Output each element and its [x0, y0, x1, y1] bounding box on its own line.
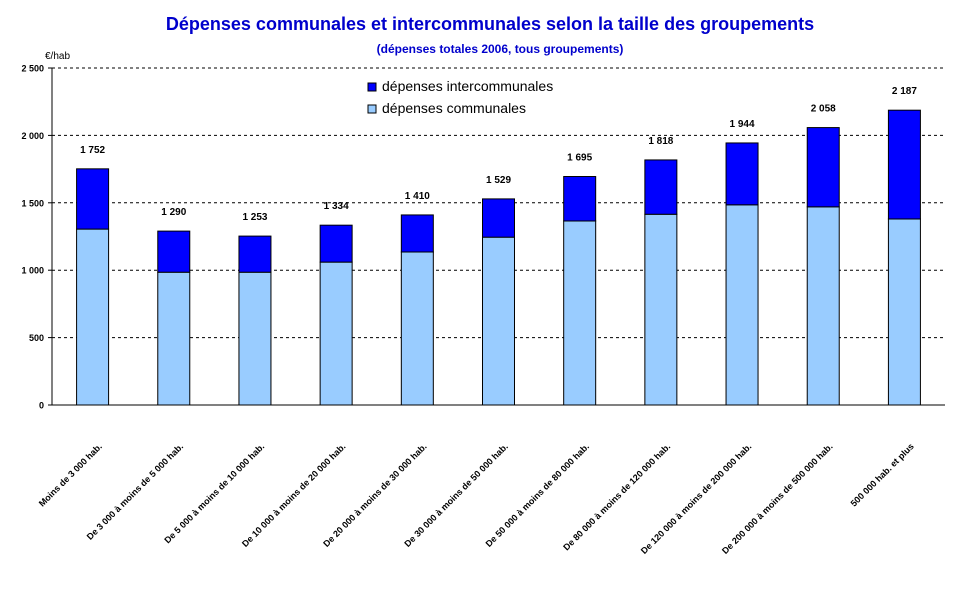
total-data-label: 1 944 [730, 119, 755, 130]
bar-communales [482, 236, 515, 406]
bars [76, 109, 921, 406]
bar-communales [806, 206, 840, 406]
y-tick-label: 2 000 [21, 131, 44, 141]
legend-label: dépenses intercommunales [382, 78, 553, 94]
y-tick-label: 1 000 [21, 266, 44, 276]
y-tick-label: 500 [29, 333, 44, 343]
bar-communales [319, 261, 353, 406]
bar-intercommunales [157, 230, 191, 273]
y-tick-label: 0 [39, 401, 44, 411]
legend-label: dépenses communales [382, 100, 526, 116]
bar-intercommunales [400, 214, 434, 253]
bar-intercommunales [238, 235, 272, 273]
total-data-label: 1 529 [486, 175, 511, 186]
bar-communales [644, 213, 678, 406]
bar-communales [238, 271, 272, 406]
total-data-label: 1 334 [324, 201, 349, 212]
total-data-label: 2 058 [811, 104, 836, 115]
legend-swatch [367, 104, 377, 114]
total-data-label: 1 410 [405, 191, 430, 202]
bar-communales [400, 251, 434, 406]
legend-swatch [367, 82, 377, 92]
chart-subtitle: (dépenses totales 2006, tous groupements… [377, 42, 624, 56]
bar-intercommunales [806, 127, 840, 208]
x-axis: Moins de 3 000 hab.De 3 000 à moins de 5… [37, 404, 945, 556]
bar-communales [563, 220, 597, 406]
y-axis: 0 500 1 000 1 500 2 000 2 500 [21, 64, 53, 411]
y-tick-label: 1 500 [21, 198, 44, 208]
y-axis-unit-label: €/hab [45, 51, 70, 62]
legend: dépenses intercommunales dépenses communa… [367, 78, 553, 116]
total-labels: 1 752 1 290 1 253 1 334 1 410 1 529 1 695 1 818… [80, 86, 917, 223]
chart-title: Dépenses communales et intercommunales s… [166, 14, 814, 34]
total-data-label: 1 253 [242, 212, 267, 223]
bar-intercommunales [563, 176, 597, 222]
x-tick-label: De 3 000 à moins de 5 000 hab. [85, 441, 185, 541]
bar-intercommunales [725, 142, 759, 206]
bar-intercommunales [319, 224, 353, 263]
bar-communales [725, 204, 759, 406]
bar-intercommunales [887, 109, 921, 220]
bar-communales [157, 271, 191, 406]
bar-communales [887, 218, 921, 406]
total-data-label: 1 752 [80, 145, 105, 156]
total-data-label: 1 818 [648, 136, 673, 147]
y-tick-label: 2 500 [21, 64, 44, 74]
total-data-label: 2 187 [892, 86, 917, 97]
bar-intercommunales [482, 198, 515, 238]
x-tick-label: 500 000 hab. et plus [849, 441, 916, 508]
total-data-label: 1 695 [567, 153, 592, 164]
bar-intercommunales [644, 159, 678, 215]
bar-intercommunales [76, 168, 110, 230]
bar-communales [76, 228, 110, 406]
total-data-label: 1 290 [161, 207, 186, 218]
x-tick-label: Moins de 3 000 hab. [37, 441, 104, 508]
